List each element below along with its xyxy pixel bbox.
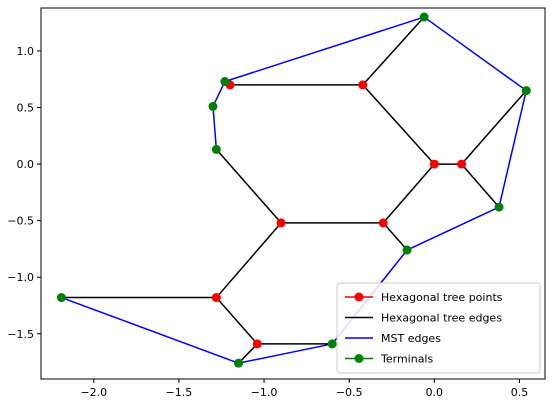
x-tick-label: −1.5 [166,386,193,399]
x-tick-label: −1.0 [251,386,278,399]
mst-edge [423,16,527,92]
mst-edge [406,206,500,251]
terminal-point [494,202,504,212]
legend-marker-swatch [354,292,364,302]
terminal-point [521,86,531,96]
tree-edge [215,297,258,345]
x-tick-label: −0.5 [336,386,363,399]
legend-label: Hexagonal tree edges [381,312,502,325]
terminal-point [211,144,221,154]
tree-edge [362,16,425,86]
y-tick-label: −1.0 [7,271,34,284]
y-tick-label: 0.5 [17,102,35,115]
tree-edge [362,84,435,165]
tree-edge [215,148,282,224]
tree-point [252,339,262,349]
tree-point [276,218,286,228]
legend-marker-swatch [354,354,364,363]
tree-edge [215,222,282,299]
tree-point [211,293,221,303]
legend-label: Terminals [380,353,433,366]
mst-edge [212,106,218,150]
mst-edge [212,81,226,107]
tree-edge [382,163,435,224]
y-tick-label: −0.5 [7,215,34,228]
tree-point [358,80,368,90]
legend-box [336,282,541,374]
terminal-point [56,293,66,303]
mst-edge [224,16,425,83]
tree-edge [382,222,408,251]
terminal-point [208,101,218,111]
axis-ticks: −2.0 −1.5 −1.0 −0.5 0.0 0.5 −1.5 −1.0 −0.5 0.0 0.5… [7,45,528,399]
x-tick-label: −2.0 [80,386,107,399]
x-tick-label: 0.5 [511,386,529,399]
tree-point [429,159,439,169]
terminal-point [220,77,230,87]
mst-edge [238,343,333,364]
terminal-point [419,12,429,22]
axes-frame [40,7,546,380]
plot-area [56,12,531,368]
legend-label: MST edges [381,332,441,345]
mst-edge [61,296,239,364]
terminal-point [234,358,244,368]
tree-edge [461,90,527,165]
legend-label: Hexagonal tree points [381,291,503,304]
legend: Hexagonal tree points Hexagonal tree edge… [336,282,541,374]
terminal-point [327,339,337,349]
x-tick-label: 0.0 [426,386,444,399]
tree-edge [461,163,500,208]
y-tick-label: 1.0 [17,45,35,58]
terminal-point [402,245,412,255]
y-tick-label: −1.5 [7,328,34,341]
tree-point [378,218,388,228]
mst-edge [498,90,528,208]
tree-point [457,159,467,169]
y-tick-label: 0.0 [17,158,35,171]
